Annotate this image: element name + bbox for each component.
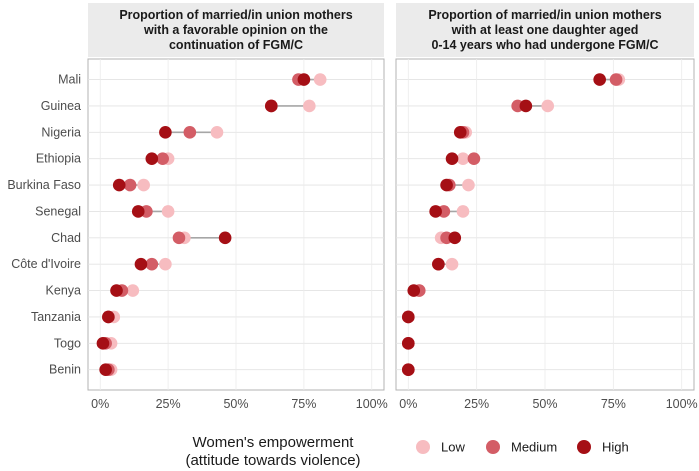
legend-key-low: [416, 440, 430, 454]
panel-2-title-line-1: Proportion of married/in union mothers: [428, 8, 661, 22]
panel-2-dot-burkina-faso-high: [440, 178, 453, 192]
panel-1-dots: [96, 73, 327, 376]
panel-1-title-line-2: with a favorable opinion on the: [143, 23, 328, 37]
panel-2-dot-guinea-low: [541, 99, 555, 113]
panel-2: Proportion of married/in union mothers w…: [395, 3, 698, 411]
panel-2-dot-senegal-low: [456, 205, 470, 218]
y-tick-chad: Chad: [51, 231, 81, 245]
panel-1-dot-burkina-faso-high: [112, 178, 126, 192]
panel-1-dot-togo-high: [96, 337, 110, 350]
legend-label-medium: Medium: [511, 440, 557, 455]
panel-1-strip: [88, 3, 384, 57]
panel-2-x-tick-labels: 0% 25% 50% 75% 100%: [399, 397, 697, 411]
y-tick-ethiopia: Ethiopia: [36, 152, 81, 166]
panel-1-dot-nigeria-low: [210, 126, 224, 139]
panel-2-title-line-3: 0-14 years who had undergone FGM/C: [431, 38, 658, 52]
panel-2-dot-kenya-high: [407, 284, 421, 297]
panel-2-dot-cote-d-ivoire-low: [445, 257, 459, 271]
panel-2-x-tick-100: 100%: [666, 397, 698, 411]
panel-1-dot-kenya-low: [126, 284, 140, 297]
panel-2-dot-nigeria-high: [453, 126, 467, 139]
panel-2-x-tick-25: 25%: [464, 397, 489, 411]
y-tick-mali: Mali: [58, 73, 81, 87]
panel-1-x-tick-100: 100%: [356, 397, 388, 411]
panel-2-strip: [396, 3, 694, 57]
panel-2-dot-mali-medium: [609, 73, 623, 86]
y-axis-country-labels: Mali Guinea Nigeria Ethiopia Burkina Fas…: [7, 73, 81, 377]
panel-2-dot-ethiopia-high: [445, 152, 459, 165]
panel-1-x-tick-0: 0%: [91, 397, 109, 411]
panel-1-dot-burkina-faso-low: [137, 178, 150, 192]
panel-2-dot-benin-high: [402, 363, 415, 376]
panel-1-dot-nigeria-high: [159, 126, 172, 139]
panel-2-x-tick-50: 50%: [532, 397, 557, 411]
legend-title-line-1: Women's empowerment: [193, 434, 355, 451]
panel-1-title-line-3: continuation of FGM/C: [169, 38, 303, 52]
panel-1-dot-guinea-high: [265, 99, 278, 113]
y-tick-togo: Togo: [54, 336, 81, 350]
panel-2-title-line-2: with at least one daughter aged: [451, 23, 639, 37]
panel-2-dot-mali-high: [593, 73, 606, 86]
panel-1-dot-tanzania-high: [102, 310, 115, 324]
legend-label-high: High: [602, 440, 629, 455]
y-tick-benin: Benin: [49, 363, 81, 377]
panel-1-dot-senegal-high: [131, 205, 145, 218]
panel-2-x-tick-0: 0%: [399, 397, 417, 411]
panel-1-dot-mali-low: [313, 73, 327, 86]
panel-2-dot-tanzania-high: [402, 310, 415, 324]
panel-2-dot-cote-d-ivoire-high: [432, 257, 445, 271]
panel-1-x-tick-25: 25%: [156, 397, 181, 411]
panel-1-dot-burkina-faso-medium: [123, 178, 137, 192]
legend-label-low: Low: [441, 440, 465, 455]
y-tick-nigeria: Nigeria: [41, 125, 81, 139]
panel-1-dot-ethiopia-medium: [156, 152, 169, 165]
panel-1-dot-guinea-low: [303, 99, 316, 113]
panel-1-x-tick-75: 75%: [291, 397, 316, 411]
panel-1-dot-kenya-high: [110, 284, 123, 297]
panel-1-dot-nigeria-medium: [183, 126, 197, 139]
panel-1-title-line-1: Proportion of married/in union mothers: [119, 8, 352, 22]
panel-2-dot-guinea-high: [519, 99, 533, 113]
y-tick-senegal: Senegal: [35, 204, 81, 218]
y-tick-tanzania: Tanzania: [31, 310, 81, 324]
panel-1-dot-chad-high: [218, 231, 232, 245]
panel-2-dot-senegal-high: [429, 205, 442, 218]
panel-1-dot-cote-d-ivoire-high: [134, 257, 148, 271]
panel-1-x-tick-labels: 0% 25% 50% 75% 100%: [91, 397, 388, 411]
panel-2-dots: [402, 73, 626, 376]
legend: Women's empowerment (attitude towards vi…: [185, 434, 628, 469]
y-tick-cote-divoire: Côte d'Ivoire: [11, 257, 81, 271]
panel-2-dot-chad-high: [448, 231, 462, 245]
panel-1-dot-cote-d-ivoire-medium: [145, 257, 159, 271]
legend-title-line-2: (attitude towards violence): [185, 452, 360, 469]
panel-2-x-tick-75: 75%: [601, 397, 626, 411]
panel-1-dot-senegal-low: [161, 205, 175, 218]
legend-key-medium: [486, 440, 500, 454]
y-tick-burkina-faso: Burkina Faso: [7, 178, 81, 192]
panel-2-dot-ethiopia-medium: [467, 152, 481, 165]
panel-1: Proportion of married/in union mothers w…: [87, 3, 388, 411]
y-tick-guinea: Guinea: [41, 99, 81, 113]
panel-2-dot-ethiopia-low: [456, 152, 470, 165]
legend-key-high: [577, 440, 591, 454]
y-tick-kenya: Kenya: [46, 284, 81, 298]
panel-1-dot-ethiopia-high: [145, 152, 159, 165]
panel-1-dot-benin-high: [99, 363, 112, 376]
panel-2-dot-togo-high: [402, 337, 415, 350]
panel-1-dot-cote-d-ivoire-low: [159, 257, 172, 271]
panel-1-dot-mali-high: [297, 73, 311, 86]
panel-1-x-tick-50: 50%: [223, 397, 248, 411]
panel-1-dot-chad-medium: [172, 231, 186, 245]
panel-2-dot-burkina-faso-low: [462, 178, 475, 192]
